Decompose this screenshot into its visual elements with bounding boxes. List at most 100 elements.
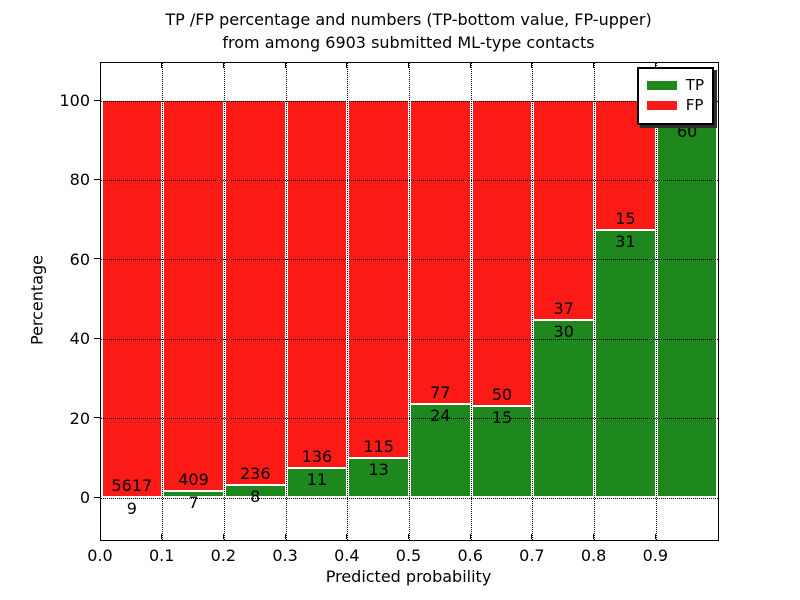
gridline-horizontal [101, 179, 718, 181]
bar-segment-fp [102, 101, 162, 498]
gridline-vertical [655, 63, 657, 540]
tp-swatch-icon [646, 81, 677, 90]
tp-count-label: 24 [430, 405, 451, 425]
gridline-vertical [223, 63, 225, 540]
tp-count-label: 30 [553, 322, 574, 342]
gridline-vertical [162, 63, 164, 540]
bar-edge [164, 496, 223, 498]
gridline-vertical [594, 63, 596, 540]
bar-segment-fp [534, 101, 594, 321]
x-tick-label: 0.6 [457, 546, 483, 565]
fp-count-label: 37 [553, 299, 574, 319]
bar-segment-tp [534, 320, 594, 498]
x-tickmark [99, 534, 101, 539]
bar-edge [534, 496, 594, 498]
bar-edge [657, 496, 717, 498]
x-tick-label: 0.5 [395, 546, 422, 565]
bar-segment-tp [657, 119, 717, 498]
x-tickmark-top [408, 63, 409, 68]
bar-edge [225, 483, 285, 486]
gridline-horizontal [101, 338, 718, 340]
bar-edge [287, 496, 347, 498]
x-tickmark-top [346, 63, 348, 68]
y-axis-label: Percentage [27, 254, 47, 346]
gridline-vertical [347, 63, 349, 540]
y-tickmark [94, 496, 100, 498]
bar-segment-tp [164, 491, 223, 498]
chart-title-line2: from among 6903 submitted ML-type contac… [222, 33, 595, 52]
y-tickmark [94, 258, 100, 260]
gridline-vertical [532, 63, 534, 540]
bar-segment-fp [472, 101, 532, 407]
x-tick-label: 0.4 [334, 546, 360, 565]
x-tickmark [222, 534, 224, 539]
tp-count-label: 9 [126, 499, 137, 519]
chart-title-line1: TP /FP percentage and numbers (TP-bottom… [165, 10, 652, 29]
plot-area: TP FP 5617 9 409 7 236 8 136 11 115 13 77 24 50 15 37 3… [100, 62, 719, 541]
x-tickmark [161, 534, 163, 539]
y-tick-label: 100 [59, 91, 90, 110]
fp-swatch-icon [646, 101, 677, 110]
bar-edge [287, 467, 347, 470]
x-tickmark-top [654, 63, 656, 68]
x-tickmark-top [222, 63, 224, 68]
x-tickmark [346, 534, 348, 539]
y-tick-label: 0 [79, 488, 90, 507]
bar-edge [411, 402, 470, 405]
gridline-horizontal [101, 100, 718, 102]
x-tickmark-top [99, 63, 101, 68]
x-tick-label: 0.1 [148, 546, 175, 565]
x-tickmark-top [284, 63, 286, 68]
gridline-vertical [409, 63, 410, 540]
gridline-horizontal [101, 259, 718, 261]
x-tickmark-top [593, 63, 595, 68]
fp-count-label: 136 [301, 447, 333, 467]
y-tickmark [94, 417, 100, 419]
bar-segment-fp [164, 101, 223, 492]
tp-count-label: 8 [250, 486, 261, 506]
x-tickmark [284, 534, 286, 539]
tp-count-label: 31 [615, 232, 636, 252]
x-tick-label: 0.8 [580, 546, 607, 565]
y-tickmark [94, 337, 100, 339]
fp-count-label: 77 [430, 382, 451, 402]
x-tickmark [469, 534, 471, 539]
y-tick-label: 40 [69, 329, 90, 349]
legend-entry-tp: TP [646, 77, 704, 94]
x-tickmark-top [469, 63, 471, 68]
x-tick-label: 0.0 [87, 546, 113, 565]
x-tick-label: 0.7 [519, 546, 545, 565]
bar-edge [596, 229, 655, 232]
bar-segment-tp [349, 457, 408, 498]
x-tick-label: 0.9 [642, 546, 669, 565]
gridline-vertical [285, 63, 287, 540]
tp-count-label: 15 [491, 408, 513, 428]
bar-edge [596, 496, 655, 498]
x-tick-label: 0.3 [272, 546, 298, 565]
bar-segment-tp [287, 468, 347, 498]
gridline-horizontal [101, 497, 718, 499]
bar-segment-tp [411, 403, 470, 498]
legend-entry-fp: FP [646, 97, 704, 114]
x-tickmark [408, 534, 409, 539]
y-tickmark [94, 99, 100, 101]
x-tickmark [531, 534, 533, 539]
bar-edge [534, 319, 594, 322]
bar-segment-tp [596, 230, 655, 498]
fp-count-label: 236 [239, 463, 271, 483]
tp-count-label: 60 [676, 121, 698, 141]
bar-segment-fp [287, 101, 347, 469]
x-axis-label: Predicted probability [325, 567, 492, 586]
x-tickmark-top [161, 63, 163, 68]
bar-edge [411, 496, 470, 498]
bar-segment-fp [225, 101, 285, 485]
chart-title: TP /FP percentage and numbers (TP-bottom… [100, 8, 717, 54]
bar-edge [164, 490, 223, 493]
x-tick-label: 0.2 [210, 546, 237, 565]
bar-segment-tp [472, 406, 532, 498]
bar-edge [472, 405, 532, 408]
y-tick-label: 20 [69, 408, 90, 428]
fp-count-label: 115 [363, 436, 394, 456]
y-tick-label: 60 [69, 249, 90, 269]
